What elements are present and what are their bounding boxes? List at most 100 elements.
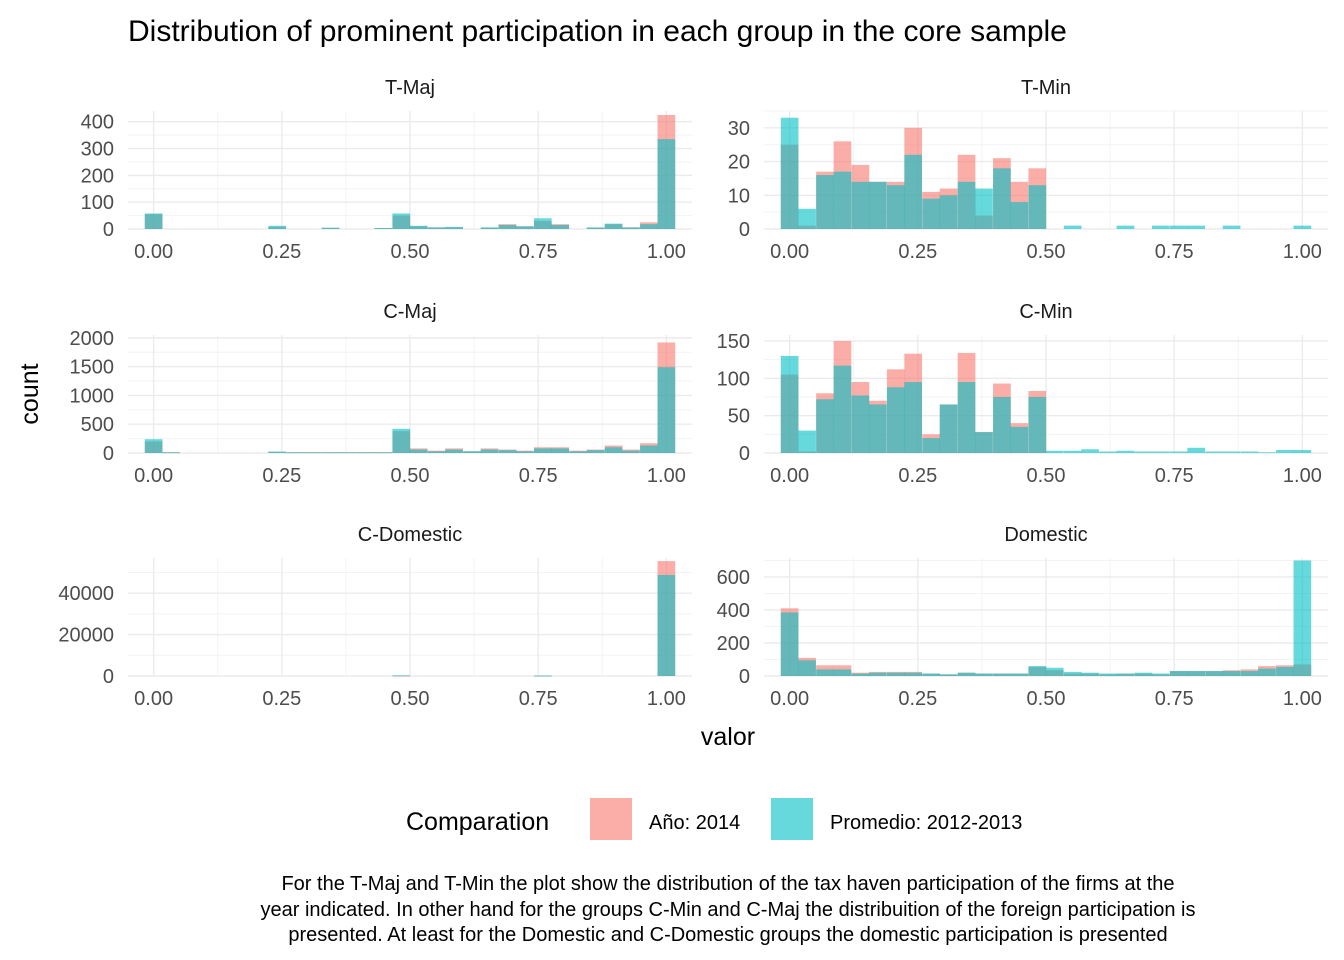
bar-t-min-promedio [851,181,870,229]
legend: Comparation Año: 2014 Promedio: 2012-201… [406,798,1022,840]
bar-t-maj-promedio [409,225,428,229]
chart-title: Distribution of prominent participation … [128,15,1067,48]
bar-t-min-promedio [1187,225,1206,229]
bar-t-min-promedio [1063,225,1082,229]
bar-domestic-promedio [904,672,923,676]
bar-t-min-promedio [993,168,1011,229]
x-tick-label: 0.50 [391,688,430,710]
facet-label-c-domestic: C-Domestic [358,524,462,546]
facet-label-c-min: C-Min [1019,301,1072,323]
x-tick-label: 0.75 [519,241,558,263]
bar-t-min-promedio [1152,225,1170,229]
bar-domestic-promedio [886,672,905,676]
x-tick-label: 0.75 [1155,688,1194,710]
bar-c-min-promedio [1205,451,1224,453]
y-tick-label: 10 [728,185,750,207]
bar-c-maj-promedio [427,451,446,453]
x-tick-label: 0.25 [898,465,937,487]
legend-label-promedio: Promedio: 2012-2013 [830,812,1022,834]
bar-domestic-promedio [1010,673,1029,676]
bar-t-min-promedio [1293,225,1312,229]
bar-t-maj-promedio [498,224,517,229]
bar-domestic-promedio [1028,666,1047,676]
bar-t-min-promedio [886,185,905,229]
bar-domestic-promedio [1240,671,1259,676]
bar-domestic-promedio [993,673,1011,676]
bar-domestic-promedio [1222,671,1241,676]
bar-c-maj-promedio [409,449,428,453]
bar-domestic-promedio [1187,671,1206,676]
bar-domestic-promedio [1134,672,1153,676]
bar-domestic-promedio [1205,671,1224,676]
bar-c-min-promedio [1010,426,1029,453]
bar-c-maj-promedio [569,451,588,453]
bar-t-min-promedio [780,117,799,229]
bar-t-min-promedio [868,181,887,229]
bar-c-maj-promedio [480,449,499,453]
bar-c-maj-promedio [551,448,570,453]
bar-c-min-promedio [1293,450,1312,453]
bar-c-min-promedio [1099,451,1117,453]
bar-c-min-promedio [1063,450,1082,453]
bar-domestic-promedio [1081,672,1099,676]
x-tick-label: 0.50 [1027,688,1066,710]
bar-t-maj-promedio [533,218,552,229]
bar-c-min-promedio [780,355,799,453]
bar-t-min-promedio [1028,185,1047,229]
y-tick-label: 100 [81,192,114,214]
bar-c-maj-promedio [339,452,357,453]
bar-c-min-promedio [1187,447,1206,453]
y-tick-label: 400 [81,112,114,134]
bar-t-maj-promedio [622,227,640,229]
x-tick-label: 0.75 [519,465,558,487]
facet-label-t-maj: T-Maj [385,77,435,99]
x-tick-label: 0.75 [1155,241,1194,263]
bar-c-min-promedio [922,438,940,453]
bar-domestic-promedio [816,669,834,676]
bar-t-maj-promedio [427,227,446,229]
bar-c-min-promedio [816,399,834,453]
bar-t-min-promedio [904,154,923,229]
x-tick-label: 0.00 [134,241,173,263]
bar-t-maj-promedio [640,224,658,229]
y-tick-label: 2000 [70,328,115,350]
bar-t-min-promedio [957,181,976,229]
bar-c-min-promedio [1152,451,1170,453]
x-tick-label: 0.50 [1027,465,1066,487]
bar-c-maj-promedio [303,452,322,453]
x-tick-label: 0.50 [1027,241,1066,263]
bar-t-min-promedio [939,195,958,229]
bar-c-maj-promedio [604,447,623,453]
y-tick-label: 200 [717,633,750,655]
y-tick-label: 50 [728,406,750,428]
bar-t-min-promedio [1222,225,1241,229]
y-tick-label: 1000 [70,385,115,407]
bar-domestic-promedio [957,672,976,676]
bar-domestic-promedio [1116,673,1135,676]
bar-c-maj-promedio [321,452,340,453]
x-tick-label: 0.25 [262,688,301,710]
x-tick-label: 1.00 [1283,465,1322,487]
y-tick-label: 500 [81,414,114,436]
bar-domestic-promedio [1063,671,1082,676]
y-tick-label: 150 [717,331,750,353]
x-tick-label: 0.25 [898,241,937,263]
bar-c-min-promedio [868,404,887,453]
caption: For the T-Maj and T-Min the plot show th… [261,873,1196,946]
bar-domestic-promedio [922,673,940,676]
bar-domestic-promedio [851,673,870,676]
bar-domestic-promedio [868,672,887,676]
bar-c-min-promedio [939,404,958,453]
bar-t-maj-promedio [657,139,676,229]
caption-line-2: year indicated. In other hand for the gr… [261,899,1196,921]
bar-c-maj-promedio [357,452,375,453]
x-tick-label: 0.25 [898,688,937,710]
facet-c-domestic: 0 20000 40000 0.00 0.25 0.50 0.75 1.00 C-Domesti… [58,524,692,710]
x-tick-label: 0.00 [134,465,173,487]
bar-c-min-promedio [1169,451,1188,453]
x-tick-label: 0.00 [770,241,809,263]
bar-c-maj-promedio [445,449,463,453]
y-tick-label: 30 [728,118,750,140]
x-tick-label: 0.00 [770,465,809,487]
